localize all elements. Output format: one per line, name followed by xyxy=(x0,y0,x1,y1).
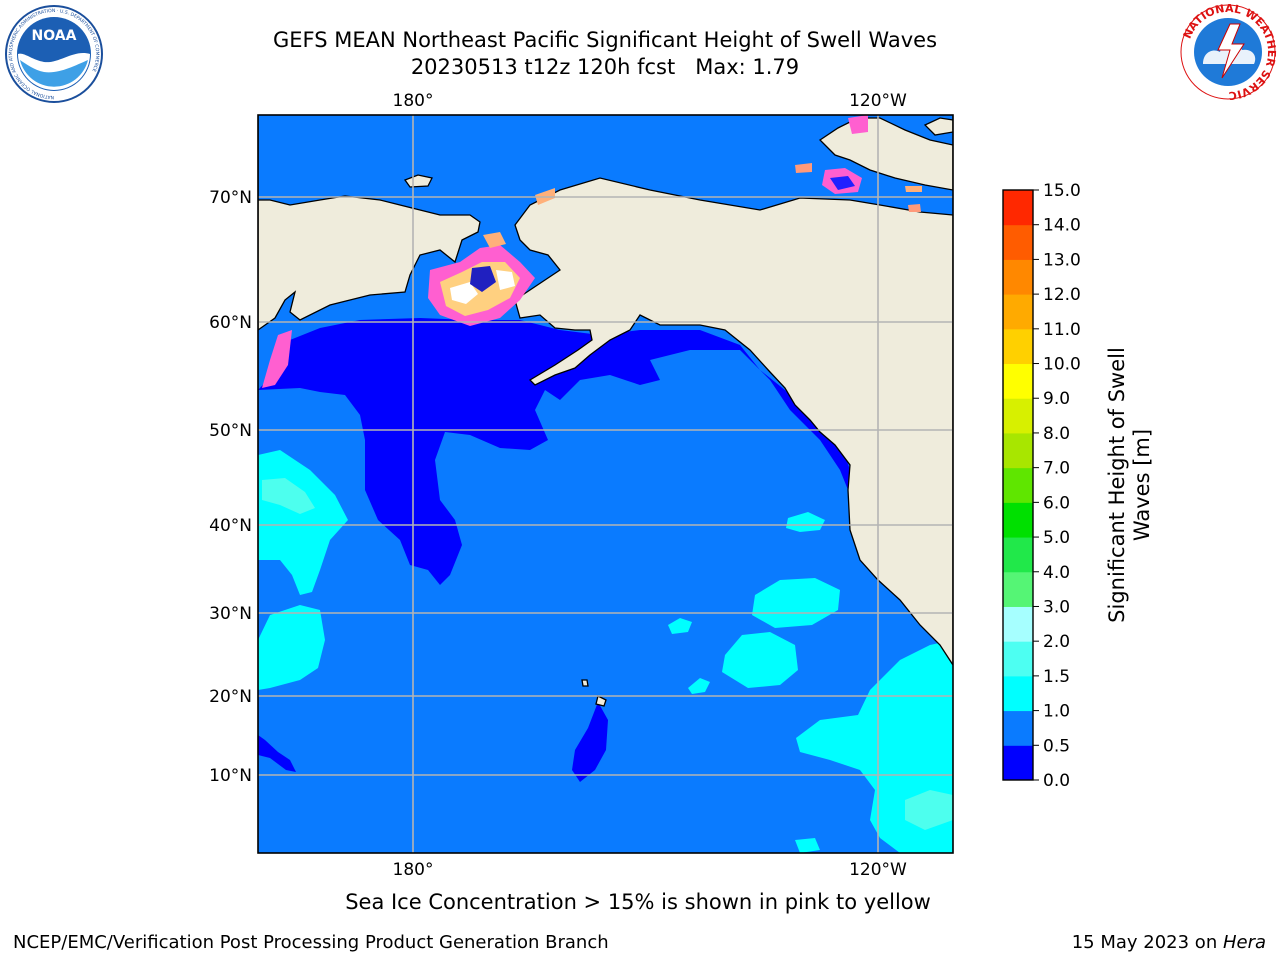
colorbar: 0.0 0.5 1.0 1.5 2.0 3.0 4.0 5.0 6.0 7.0 8.0 9.0 10.0… xyxy=(1002,181,1081,791)
colorbar-segment xyxy=(1003,537,1033,573)
lat-label-20n: 20°N xyxy=(209,687,252,707)
colorbar-tick-label: 11.0 xyxy=(1043,320,1081,340)
colorbar-segment xyxy=(1003,675,1033,712)
sea-ice-concentration xyxy=(262,115,922,388)
colorbar-segment xyxy=(1003,745,1033,781)
colorbar-segment xyxy=(1003,294,1033,330)
nws-logo-icon: NATIONAL WEATHER SERVICE xyxy=(1178,2,1278,102)
lon-label-bottom-120w: 120°W xyxy=(849,860,907,880)
colorbar-segment xyxy=(1003,190,1033,226)
colorbar-segment xyxy=(1003,398,1033,434)
colorbar-segment xyxy=(1003,710,1033,746)
colorbar-segment xyxy=(1003,571,1033,607)
swell-0-0.5-southwest xyxy=(258,735,296,772)
colorbar-segment xyxy=(1003,363,1033,399)
lat-label-40n: 40°N xyxy=(209,516,252,536)
colorbar-tick-label: 3.0 xyxy=(1043,597,1070,617)
colorbar-segment xyxy=(1003,224,1033,260)
map-frame xyxy=(257,114,954,854)
colorbar-tick-label: 0.5 xyxy=(1043,736,1070,756)
colorbar-tick-label: 2.0 xyxy=(1043,632,1070,652)
colorbar-tick-label: 4.0 xyxy=(1043,563,1070,583)
swell-0-0.5-region xyxy=(258,318,850,585)
chart-subtitle: 20230513 t12z 120h fcst Max: 1.79 xyxy=(410,55,800,79)
land-masses xyxy=(258,115,953,707)
colorbar-segment xyxy=(1003,259,1033,295)
colorbar-tick-label: 14.0 xyxy=(1043,216,1081,236)
lat-label-30n: 30°N xyxy=(209,604,252,624)
colorbar-tick-label: 12.0 xyxy=(1043,285,1081,305)
colorbar-frame xyxy=(1002,189,1034,781)
swell-0-0.5-hawaii xyxy=(572,702,608,782)
chart-title: GEFS MEAN Northeast Pacific Significant … xyxy=(272,28,938,52)
credit-branch: NCEP/EMC/Verification Post Processing Pr… xyxy=(13,932,609,953)
lon-label-top-120w: 120°W xyxy=(849,91,907,111)
sea-ice-note: Sea Ice Concentration > 15% is shown in … xyxy=(345,890,931,914)
colorbar-segment xyxy=(1003,432,1033,469)
colorbar-tick-label: 1.5 xyxy=(1043,667,1070,687)
colorbar-segment xyxy=(1003,502,1033,538)
swell-1.5-2.0-regions xyxy=(262,478,953,830)
colorbar-tick-label: 7.0 xyxy=(1043,459,1070,479)
map-plot xyxy=(258,115,953,853)
colorbar-tick-label: 6.0 xyxy=(1043,493,1070,513)
lon-label-top-180: 180° xyxy=(393,91,434,111)
colorbar-segment xyxy=(1003,606,1033,642)
noaa-logo-icon: NOAA NATIONAL OCEANIC AND ATMOSPHERIC AD… xyxy=(5,5,103,103)
colorbar-label: Significant Height of Swell Waves [m] xyxy=(1105,347,1154,623)
lat-label-50n: 50°N xyxy=(209,421,252,441)
graticule xyxy=(258,115,953,853)
credit-date: 15 May 2023 on Hera xyxy=(1072,932,1266,953)
credit-machine: Hera xyxy=(1222,932,1266,953)
credit-date-text: 15 May 2023 on xyxy=(1071,932,1223,953)
noaa-logo-text: NOAA xyxy=(32,28,77,44)
colorbar-tick-label: 15.0 xyxy=(1043,181,1081,201)
colorbar-segment xyxy=(1003,328,1033,365)
lat-label-70n: 70°N xyxy=(209,188,252,208)
lat-label-10n: 10°N xyxy=(209,766,252,786)
colorbar-tick-label: 10.0 xyxy=(1043,355,1081,375)
lat-label-60n: 60°N xyxy=(209,313,252,333)
colorbar-tick-label: 13.0 xyxy=(1043,250,1081,270)
colorbar-tick-label: 0.0 xyxy=(1043,771,1070,791)
colorbar-segment xyxy=(1003,467,1033,503)
colorbar-tick-label: 8.0 xyxy=(1043,424,1070,444)
colorbar-tick-label: 9.0 xyxy=(1043,389,1070,409)
lon-label-bottom-180: 180° xyxy=(393,860,434,880)
colorbar-tick-label: 5.0 xyxy=(1043,528,1070,548)
colorbar-tick-label: 1.0 xyxy=(1043,702,1070,722)
colorbar-segment xyxy=(1003,641,1033,677)
